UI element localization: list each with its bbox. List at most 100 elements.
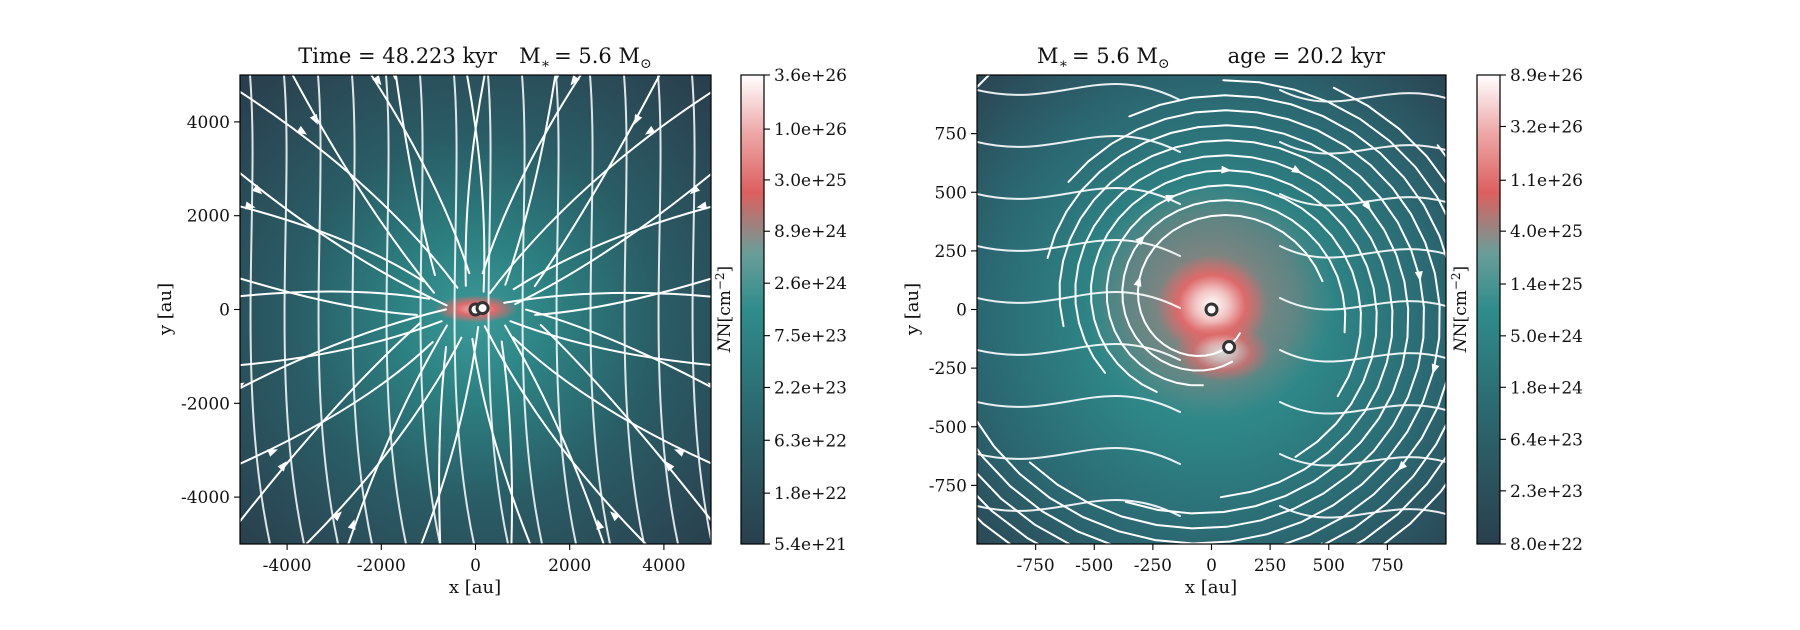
right-title-age: age = 20.2 kyr xyxy=(1228,44,1386,68)
left-y-label: y [au] xyxy=(155,283,176,336)
streamline xyxy=(420,325,480,544)
streamline xyxy=(589,75,611,544)
right-cbar-tick-label: 6.4e+23 xyxy=(1510,430,1583,450)
streamline xyxy=(1279,141,1446,155)
right-colorbar-ticks: 8.0e+22 2.3e+23 6.4e+23 1.8e+24 5.0e+24 1.4e+… xyxy=(1500,66,1583,555)
streamline xyxy=(240,321,422,523)
right-title-mass: M xyxy=(1037,44,1059,68)
streamline-arrow xyxy=(1414,271,1423,282)
streamline xyxy=(240,320,443,367)
streamline xyxy=(977,186,1181,205)
streamline xyxy=(657,75,679,544)
streamline-arrow xyxy=(1135,235,1146,246)
streamline xyxy=(240,308,448,390)
streamline-arrow xyxy=(1397,460,1408,471)
streamline-arrow xyxy=(372,75,382,86)
left-colorbar-frame xyxy=(740,74,765,545)
streamline xyxy=(533,75,661,288)
left-colorbar-ticks: 5.4e+21 1.8e+22 6.3e+22 2.2e+23 7.5e+23 2.6e+… xyxy=(764,66,847,555)
right-plot-area xyxy=(977,75,1446,581)
streamline xyxy=(977,498,1181,517)
streamline-arrow xyxy=(347,519,356,530)
sink-particle-marker xyxy=(1222,340,1237,355)
sink-particle-marker xyxy=(475,301,490,316)
left-cbar-tick-label: 5.4e+21 xyxy=(774,535,847,555)
right-title-mass-sub: ∗ xyxy=(1059,56,1069,72)
streamline xyxy=(977,94,1446,544)
streamline-arrow xyxy=(707,382,711,392)
right-colorbar-frame xyxy=(1476,74,1501,545)
streamline xyxy=(503,291,711,304)
right-colorbar: 8.0e+22 2.3e+23 6.4e+23 1.8e+24 5.0e+24 1.4e+… xyxy=(1449,66,1583,555)
right-cbar-tick-label: 8.9e+26 xyxy=(1510,66,1583,86)
streamline xyxy=(977,394,1181,413)
streamline xyxy=(977,290,1181,309)
streamline xyxy=(347,324,448,544)
streamline xyxy=(240,290,431,300)
streamline-arrow xyxy=(570,75,580,86)
streamline-arrow xyxy=(435,549,444,560)
streamline-arrow xyxy=(309,113,318,125)
streamline xyxy=(453,75,475,544)
right-cbar-tick-label: 8.0e+22 xyxy=(1510,535,1583,555)
streamline-arrow xyxy=(696,201,708,210)
right-cbar-label-text: N[cm xyxy=(1451,290,1471,337)
right-x-label: x [au] xyxy=(1185,577,1237,598)
right-title: M∗ = 5.6 M⊙ age = 20.2 kyr xyxy=(1037,44,1386,72)
streamline xyxy=(1105,184,1362,398)
left-colorbar-fill xyxy=(741,75,764,544)
left-streamlines xyxy=(224,75,711,560)
streamline xyxy=(240,171,448,307)
streamline-arrow xyxy=(251,184,263,195)
right-cbar-label-end: ] xyxy=(1451,266,1471,273)
right-y-tick-label: -250 xyxy=(929,359,967,379)
streamline xyxy=(1279,245,1446,259)
streamline-arrow xyxy=(277,461,287,472)
left-cbar-label-end: ] xyxy=(715,266,735,273)
streamline xyxy=(521,75,543,544)
streamline xyxy=(539,323,711,522)
streamline xyxy=(977,109,1441,544)
right-x-tick-label: 750 xyxy=(1371,556,1403,576)
streamline xyxy=(466,75,486,293)
streamline-arrow xyxy=(1057,569,1070,581)
streamline-arrow xyxy=(224,272,236,283)
streamline xyxy=(504,75,557,286)
streamline-arrow xyxy=(524,544,536,556)
streamline xyxy=(977,238,1181,257)
left-title-sun: ⊙ xyxy=(640,56,652,72)
streamline xyxy=(317,75,339,544)
right-x-tick-label: 250 xyxy=(1254,556,1286,576)
streamline xyxy=(419,75,441,544)
right-cbar-tick-label: 2.3e+23 xyxy=(1510,482,1583,502)
streamline-arrow xyxy=(644,125,656,135)
right-cbar-tick-label: 3.2e+26 xyxy=(1510,117,1583,137)
streamline xyxy=(623,75,645,544)
right-y-tick-label: -750 xyxy=(929,476,967,496)
streamline xyxy=(1121,199,1347,372)
left-colorbar: 5.4e+21 1.8e+22 6.3e+22 2.2e+23 7.5e+23 2.6e+… xyxy=(713,66,847,555)
streamline-arrow xyxy=(296,125,308,135)
streamline xyxy=(240,341,434,465)
left-cbar-tick-label: 1.8e+22 xyxy=(774,484,847,504)
left-cbar-tick-label: 3.0e+25 xyxy=(774,171,847,191)
streamline xyxy=(283,75,305,544)
streamline xyxy=(691,75,711,544)
streamline xyxy=(1279,193,1446,207)
streamline-arrow xyxy=(674,449,685,457)
streamline xyxy=(240,277,418,316)
right-streamlines xyxy=(977,75,1446,581)
streamline xyxy=(481,75,582,275)
right-y-tick-label: -500 xyxy=(929,418,967,438)
right-x-tick-label: -500 xyxy=(1075,556,1113,576)
streamline-arrow xyxy=(665,461,675,472)
streamline xyxy=(370,75,471,275)
streamline-arrow xyxy=(1362,200,1372,212)
left-y-tick-label: 2000 xyxy=(187,207,230,227)
right-y-label: y [au] xyxy=(902,283,923,336)
streamline xyxy=(291,75,436,294)
streamline xyxy=(514,172,711,306)
right-title-sun: ⊙ xyxy=(1158,56,1170,72)
streamline xyxy=(487,75,509,544)
streamline-arrow xyxy=(416,544,428,556)
